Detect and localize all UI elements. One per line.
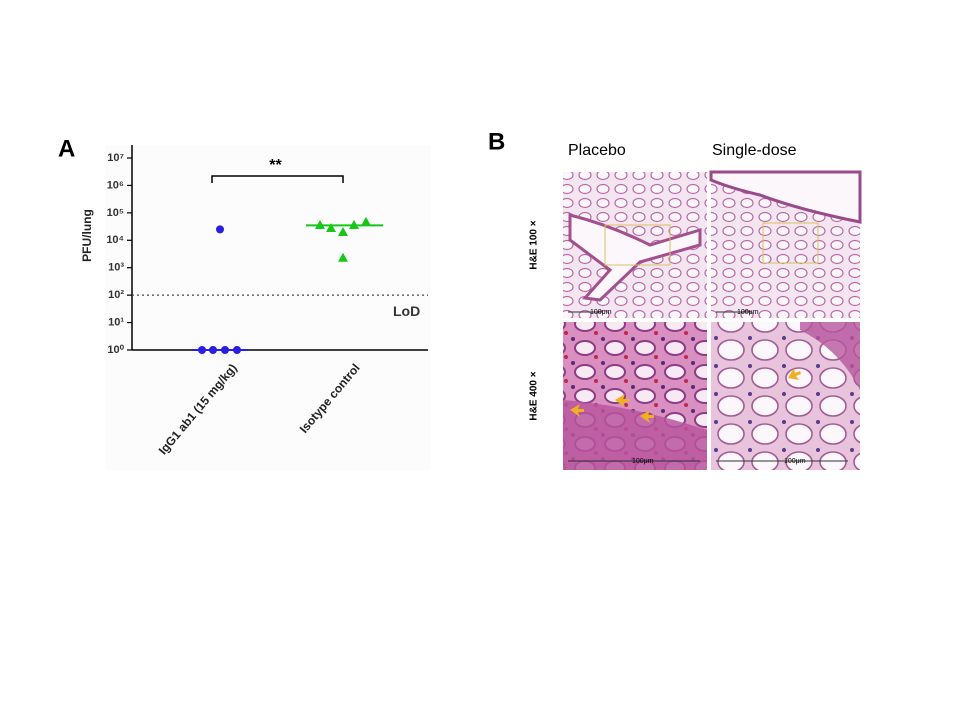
y-tick-label: 10²	[108, 289, 124, 301]
data-point	[338, 252, 348, 262]
data-point	[198, 346, 206, 354]
data-point	[349, 220, 359, 230]
data-point	[315, 220, 325, 230]
y-tick-label: 10³	[108, 262, 124, 274]
y-tick-label: 10⁷	[107, 152, 124, 164]
y-axis-label: PFU/lung	[80, 209, 94, 262]
data-point	[338, 227, 348, 237]
inset-box	[604, 224, 671, 266]
y-tick-label: 10⁶	[107, 179, 124, 191]
row-header: H&E 400 ×	[529, 371, 540, 420]
arrow	[615, 394, 629, 407]
y-tick-label: 10⁵	[107, 207, 124, 219]
row-header: H&E 100 ×	[529, 220, 540, 269]
scale-bar-label: 100μm	[590, 309, 612, 316]
panel-label: A	[58, 135, 75, 162]
significance-bracket	[211, 175, 344, 183]
reference-label: LoD	[393, 303, 420, 319]
y-tick-label: 10⁰	[107, 344, 124, 356]
arrow	[640, 410, 654, 423]
data-point	[221, 346, 229, 354]
data-point	[361, 216, 371, 226]
scale-bar-label: 100μm	[737, 309, 759, 316]
column-header: Placebo	[568, 142, 626, 159]
scale-bar-label: 100μm	[632, 458, 654, 465]
arrows	[570, 368, 801, 423]
airway	[568, 213, 702, 302]
scale-bar-label: 100μm	[784, 458, 806, 465]
data-point	[326, 223, 336, 233]
y-tick-label: 10⁴	[106, 234, 124, 246]
plot-background	[105, 145, 431, 470]
airway	[709, 170, 862, 224]
y-tick-label: 10¹	[108, 316, 124, 328]
epithelium	[563, 400, 707, 470]
data-point	[216, 225, 224, 234]
significance-label: **	[269, 157, 282, 174]
arrow	[570, 404, 584, 417]
epithelium	[800, 322, 860, 390]
inset-box	[762, 222, 819, 264]
arrow	[788, 368, 801, 380]
column-header: Single-dose	[712, 142, 797, 159]
panel-label: B	[488, 128, 505, 155]
data-point	[233, 346, 241, 354]
data-point	[209, 346, 217, 354]
